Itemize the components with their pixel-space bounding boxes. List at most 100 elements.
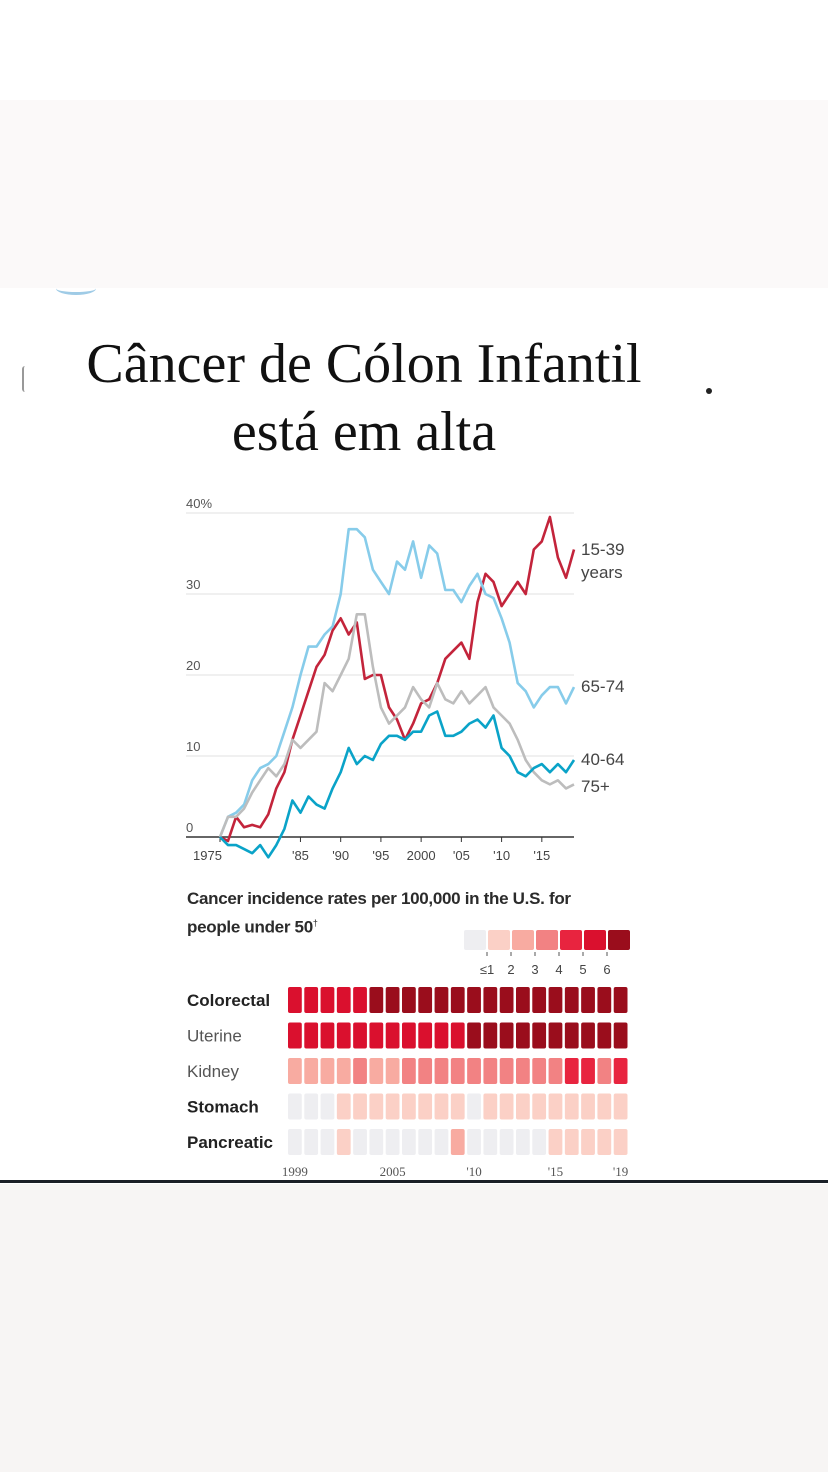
heatmap-cell [467,1093,481,1120]
heatmap-cell [450,987,465,1013]
heatmap-cell [434,1058,449,1084]
series-label: years [581,563,623,582]
x-tick-label: 1975 [193,848,222,863]
heatmap-cell [402,1093,416,1120]
heatmap-cell [564,1129,579,1155]
y-tick-label: 0 [186,820,193,835]
heatmap-cell [320,1093,335,1120]
heatmap-cell [516,1022,530,1049]
heatmap-cell [499,1129,514,1155]
heatmap-cell [450,1129,465,1155]
heatmap-cell [385,1093,400,1120]
x-tick-label: '95 [372,848,389,863]
legend-swatch [536,930,558,950]
x-tick-label: 2000 [407,848,436,863]
heatmap-cell [548,1129,563,1155]
heatmap-cell [402,987,416,1013]
heatmap-cell [467,1022,481,1049]
heatmap-row-label: Colorectal [187,991,270,1010]
heatmap-cell [516,1093,530,1120]
series-line-15-39-years [219,515,576,843]
legend-swatch [464,930,486,950]
heatmap-cell [613,1093,628,1120]
heatmap-cell [434,1022,449,1049]
heatmap-cell [402,1022,416,1049]
y-tick-label: 20 [186,658,200,673]
heatmap-cell [450,1093,465,1120]
heatmap-cell [353,1129,367,1155]
legend-swatch [512,930,534,950]
heatmap-cell [597,1093,612,1120]
heatmap-cell [353,987,367,1013]
series-line-65-74 [218,527,576,838]
heatmap-cell [288,1058,302,1084]
heatmap-title-text: Cancer incidence rates per 100,000 in th… [187,889,571,937]
x-tick-label: '85 [292,848,309,863]
heatmap-cell [353,1093,367,1120]
heatmap-cell [483,987,498,1013]
heatmap-cell [564,987,579,1013]
heatmap-cell [418,1129,433,1155]
series-label: 40-64 [581,750,624,769]
heatmap-cell [304,1058,319,1084]
heatmap-cell [336,1093,351,1120]
heatmap-cell [597,1129,612,1155]
heatmap-cell [532,1022,547,1049]
heatmap-cell [597,1058,612,1084]
heatmap-cell [353,1022,367,1049]
heatmap-x-label: '19 [613,1164,628,1179]
bottom-band [0,1184,828,1472]
heatmap-cell [304,1022,319,1049]
line-chart: 0 10 20 30 40% 1975 '85 '90 '95 2000 '05 '10 '15 15-3… [186,496,624,863]
legend-label: 3 [531,962,538,977]
series-line-40-64 [219,710,576,859]
heatmap-cell [369,1022,384,1049]
heatmap-cell [483,1129,498,1155]
heatmap-cell [532,1058,547,1084]
heatmap-cell [288,1129,302,1155]
heatmap-cell [564,1022,579,1049]
heatmap-x-label: '10 [466,1164,481,1179]
heatmap-cell [288,1022,302,1049]
heatmap-cell [418,987,433,1013]
heatmap-cell [532,987,547,1013]
heatmap-cell [581,987,595,1013]
heatmap-cell [320,1129,335,1155]
legend-label: 4 [555,962,562,977]
heatmap-cell [385,1058,400,1084]
heatmap-x-label: 2005 [380,1164,406,1179]
heatmap-cell [613,987,628,1013]
heatmap-cell [499,1093,514,1120]
heatmap-cell [320,987,335,1013]
divider [0,1180,828,1183]
heatmap-cell [304,1129,319,1155]
legend-label: 6 [603,962,610,977]
heatmap-cell [499,1058,514,1084]
heatmap-cell [499,1022,514,1049]
heatmap-cell [516,987,530,1013]
heatmap-cell [613,1129,628,1155]
heatmap-x-label: 1999 [282,1164,308,1179]
heatmap-cell [483,1093,498,1120]
heatmap-cell [450,1022,465,1049]
legend-swatch [608,930,630,950]
heatmap-row-label: Stomach [187,1098,259,1117]
heatmap-cell [467,1129,481,1155]
heatmap-cell [597,1022,612,1049]
heatmap-cell [516,1058,530,1084]
dot-fragment [706,388,712,394]
top-band [0,100,828,288]
x-tick-label: '10 [493,848,510,863]
heatmap-cell [336,987,351,1013]
heatmap-row-label: Uterine [187,1027,242,1046]
legend-label: 2 [507,962,514,977]
heatmap-title: Cancer incidence rates per 100,000 in th… [187,886,627,940]
heatmap-cell [499,987,514,1013]
page-title: Câncer de Cólon Infantil está em alta [0,330,728,466]
heatmap-row-label: Kidney [187,1062,239,1081]
heatmap-cell [548,1058,563,1084]
heatmap-cell [336,1129,351,1155]
heatmap-cell [288,987,302,1013]
heatmap-cell [336,1022,351,1049]
heatmap-cell [385,1022,400,1049]
